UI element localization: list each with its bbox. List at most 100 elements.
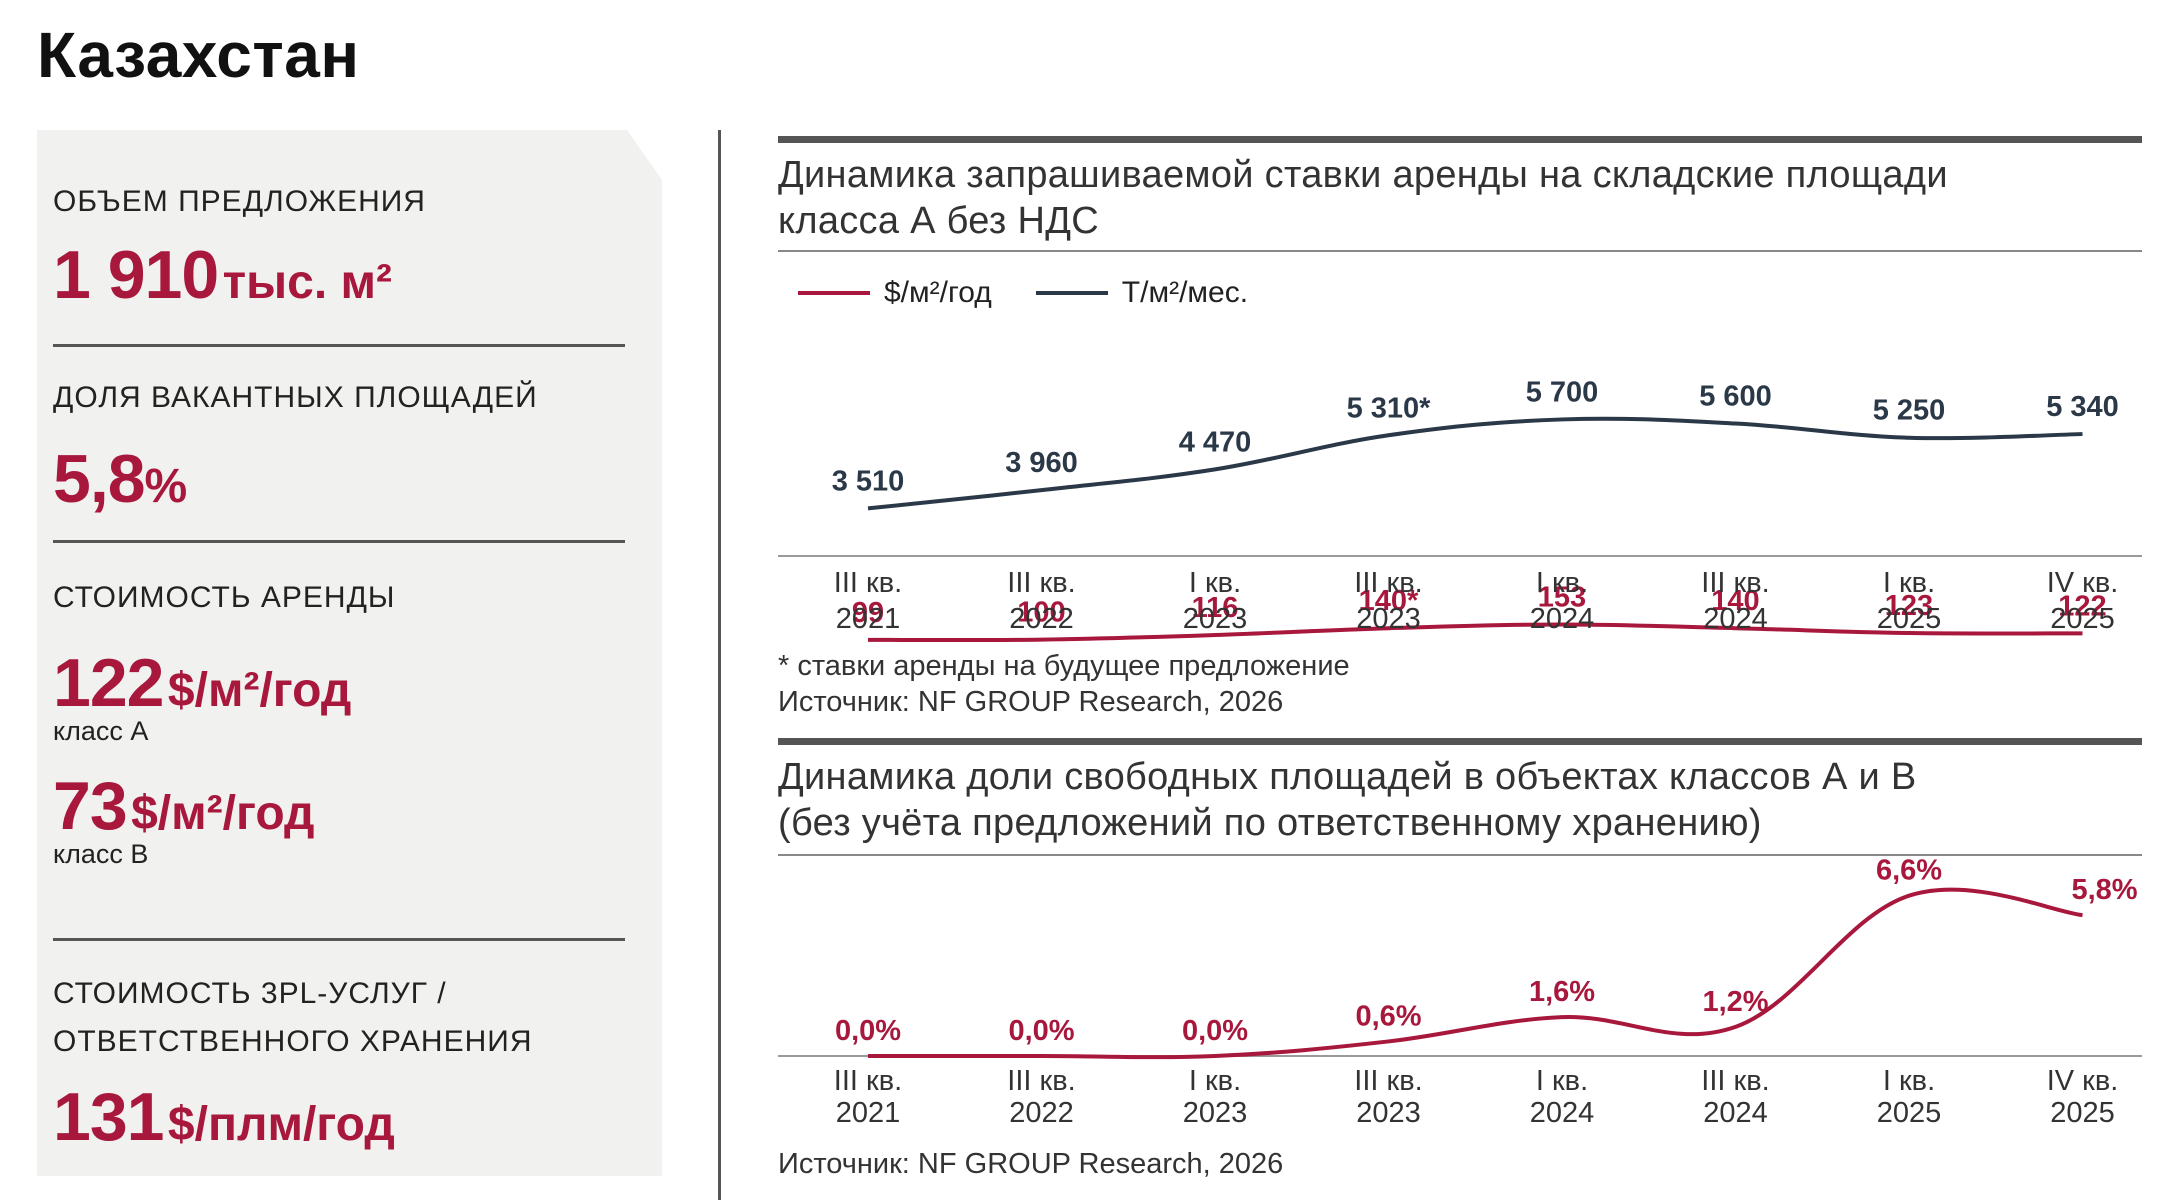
x-tick-label: 2024 [1703,603,1768,635]
vacancy-chart-title: Динамика доли свободных площадей в объек… [778,754,1917,846]
vacancy-label: ДОЛЯ ВАКАНТНЫХ ПЛОЩАДЕЙ [53,374,633,422]
data-label: 1,2% [1702,986,1768,1018]
data-label: 5 250 [1873,395,1946,427]
legend-item-kzt: Т/м²/мес. [1036,276,1248,310]
x-tick-label: 2025 [1877,1097,1942,1129]
chart-top-rule [778,738,2142,745]
rent-a-value: 122 [53,645,163,721]
divider [53,344,625,347]
data-label: 4 470 [1179,426,1252,458]
key-stats-panel: ОБЪЕМ ПРЕДЛОЖЕНИЯ 1 910 тыс. м² ДОЛЯ ВАК… [37,130,662,1176]
x-tick-label: 2024 [1703,1097,1768,1129]
x-tick-label: III кв. [834,1065,902,1097]
data-label: 0,6% [1355,1000,1421,1032]
x-tick-label: IV кв. [2047,567,2119,599]
3pl-unit: $/плм/год [168,1098,395,1151]
x-tick-label: III кв. [834,567,902,599]
chart-title-rule [778,250,2142,252]
divider [53,938,625,941]
3pl-label-line2: ОТВЕТСТВЕННОГО ХРАНЕНИЯ [53,1018,633,1066]
x-tick-label: III кв. [1007,1065,1075,1097]
supply-value-line: 1 910 тыс. м² [53,236,633,314]
rent-chart-title: Динамика запрашиваемой ставки аренды на … [778,152,1948,244]
divider [53,540,625,543]
data-label: 0,0% [1008,1015,1074,1047]
legend-label-usd: $/м²/год [884,276,992,310]
x-tick-label: IV кв. [2047,1065,2119,1097]
data-label: 6,6% [1876,856,1942,887]
x-tick-label: 2021 [836,1097,901,1129]
x-tick-label: 2023 [1183,603,1248,635]
data-label: 1,6% [1529,976,1595,1008]
x-tick-label: 2023 [1356,603,1421,635]
legend-item-usd: $/м²/год [798,276,992,310]
rent-chart-footnote: * ставки аренды на будущее предложение [778,650,1350,683]
rent-label: СТОИМОСТЬ АРЕНДЫ [53,574,633,622]
data-label: 0,0% [835,1015,901,1047]
x-tick-label: 2023 [1183,1097,1248,1129]
vacancy-value-line: 5,8% [53,440,633,518]
rent-b-value-line: 73 $/м²/год [53,767,633,845]
supply-unit: тыс. м² [223,256,392,309]
3pl-value-line: 131 $/плм/год [53,1078,633,1156]
vacancy-unit: % [145,460,188,513]
x-tick-label: I кв. [1536,567,1588,599]
x-tick-label: 2022 [1009,603,1074,635]
rent-b-unit: $/м²/год [131,787,314,840]
vacancy-line-chart: 0,0%0,0%0,0%0,6%1,6%1,2%6,6%5,8%III кв.2… [778,856,2142,1156]
vacancy-chart-block: Динамика доли свободных площадей в объек… [778,738,2142,1198]
x-tick-label: III кв. [1701,1065,1769,1097]
rent-chart-legend: $/м²/год Т/м²/мес. [798,276,1278,310]
x-tick-label: I кв. [1883,567,1935,599]
data-label: 3 510 [832,465,905,497]
vacancy-stat: ДОЛЯ ВАКАНТНЫХ ПЛОЩАДЕЙ 5,8% [53,374,633,518]
x-tick-label: I кв. [1189,1065,1241,1097]
rent-b-class: класс В [53,839,633,870]
page-title: Казахстан [37,18,359,92]
x-tick-label: 2025 [2050,1097,2115,1129]
x-tick-label: I кв. [1883,1065,1935,1097]
x-tick-label: 2021 [836,603,901,635]
x-tick-label: III кв. [1354,1065,1422,1097]
x-tick-label: 2022 [1009,1097,1074,1129]
x-tick-label: I кв. [1536,1065,1588,1097]
rent-stat: СТОИМОСТЬ АРЕНДЫ 122 $/м²/год класс А 73… [53,574,633,870]
data-label: 0,0% [1182,1015,1248,1047]
rent-chart-title-line2: класса А без НДС [778,198,1948,244]
legend-line-kzt [1036,291,1108,295]
supply-label: ОБЪЕМ ПРЕДЛОЖЕНИЯ [53,178,633,226]
supply-stat: ОБЪЕМ ПРЕДЛОЖЕНИЯ 1 910 тыс. м² [53,178,633,314]
rent-a-unit: $/м²/год [168,664,351,717]
vacancy-value: 5,8 [53,441,145,517]
data-label: 3 960 [1005,447,1078,479]
supply-value: 1 910 [53,237,218,313]
vacancy-chart-title-line1: Динамика доли свободных площадей в объек… [778,754,1917,800]
chart-top-rule [778,136,2142,143]
3pl-stat: СТОИМОСТЬ 3PL-УСЛУГ / ОТВЕТСТВЕННОГО ХРА… [53,970,633,1156]
rent-chart-source: Источник: NF GROUP Research, 2026 [778,686,1283,719]
x-tick-label: 2024 [1530,1097,1595,1129]
3pl-label-line1: СТОИМОСТЬ 3PL-УСЛУГ / [53,970,633,1018]
x-tick-label: 2025 [2050,603,2115,635]
x-tick-label: III кв. [1701,567,1769,599]
x-tick-label: I кв. [1189,567,1241,599]
x-tick-label: III кв. [1354,567,1422,599]
x-tick-label: 2025 [1877,603,1942,635]
legend-label-kzt: Т/м²/мес. [1122,276,1248,310]
x-tick-label: 2023 [1356,1097,1421,1129]
data-label: 5,8% [2071,874,2137,906]
data-label: 5 600 [1699,381,1772,413]
rent-chart-title-line1: Динамика запрашиваемой ставки аренды на … [778,152,1948,198]
data-label: 5 700 [1526,376,1599,408]
vacancy-chart-source: Источник: NF GROUP Research, 2026 [778,1148,1283,1181]
x-tick-label: 2024 [1530,603,1595,635]
data-label: 5 340 [2046,391,2119,423]
vacancy-chart-title-line2: (без учёта предложений по ответственному… [778,800,1917,846]
data-label: 5 310* [1347,392,1432,424]
rent-b-value: 73 [53,768,127,844]
legend-line-usd [798,291,870,295]
3pl-value: 131 [53,1079,163,1155]
rent-chart-block: Динамика запрашиваемой ставки аренды на … [778,136,2142,736]
x-tick-label: III кв. [1007,567,1075,599]
